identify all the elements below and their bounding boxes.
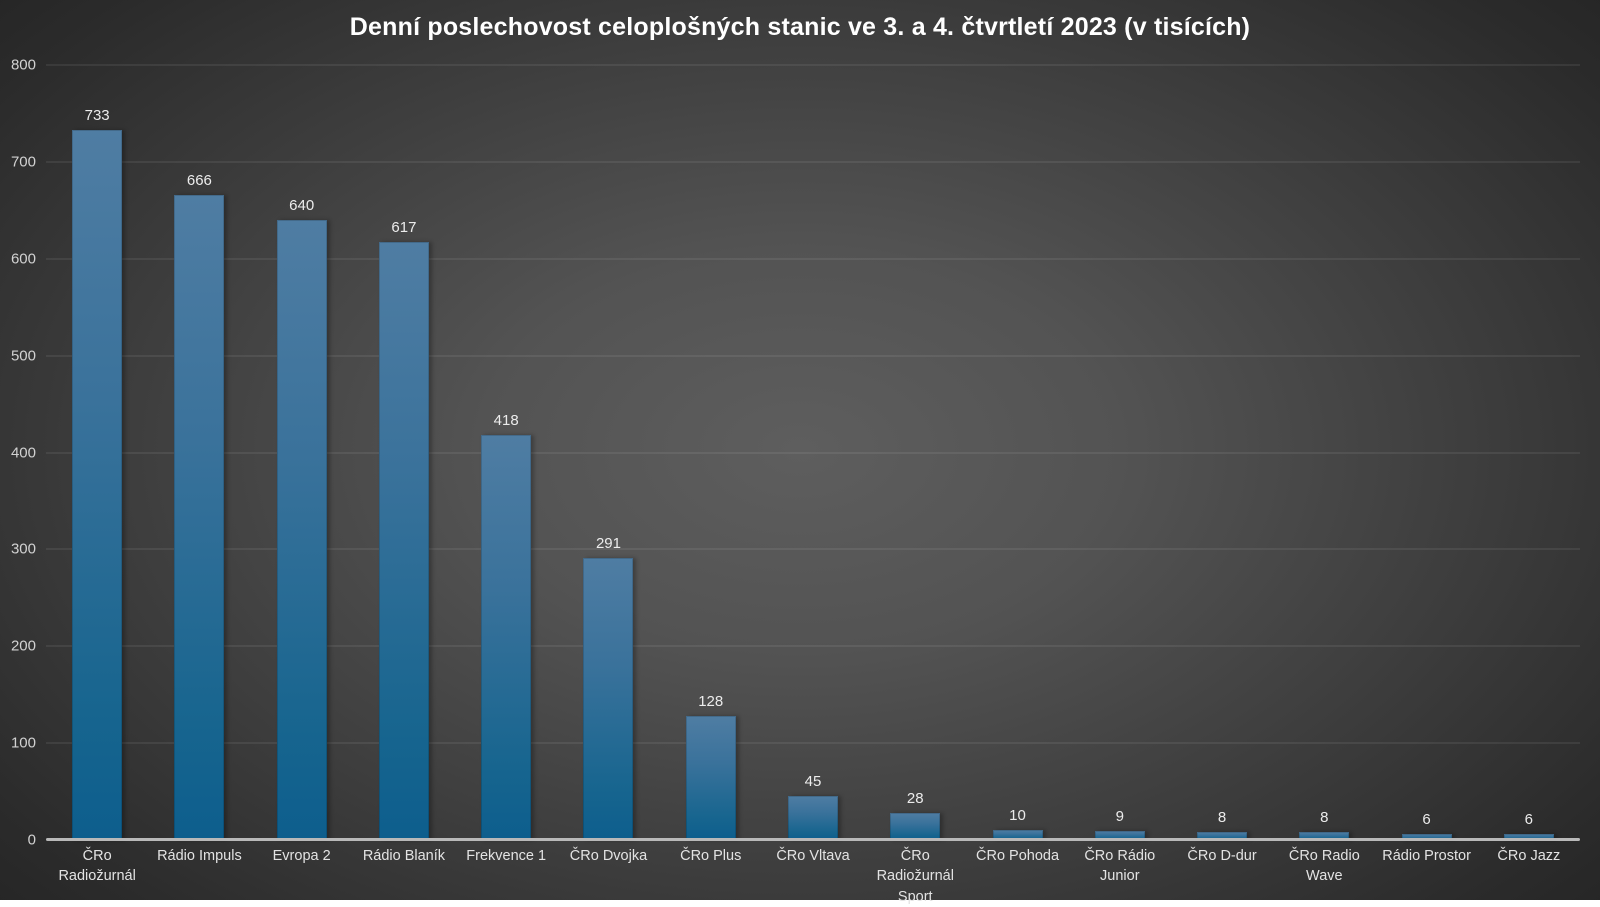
bar-value-label: 6 [1524,811,1534,829]
bar-value-label: 8 [1320,809,1329,827]
bar [685,716,736,840]
bar-value-label: 128 [698,693,724,710]
y-tick-label: 100 [10,734,36,752]
category-label: Rádio Impuls [157,848,242,864]
bar [174,194,225,840]
gridline [46,742,1580,744]
bar-value-label: 8 [1217,809,1227,827]
gridline [46,645,1580,647]
chart-title: Denní poslechovost celoplošných stanic v… [349,13,1251,41]
bar [481,435,532,840]
bar-group: 8 [1171,65,1273,840]
x-axis-line [46,838,1580,841]
bar-group: 128 [660,65,762,840]
bar [992,830,1043,840]
bar [583,558,634,840]
bars-layer: 733 666 640 617 418 291 128 45 28 10 9 8 8 6 6 [46,65,1580,840]
bar [890,812,941,840]
category-label: ČRo Jazz [1497,848,1561,864]
y-axis-labels: 0 100 200 300 400 500 600 700 800 [0,58,36,848]
bar [1503,834,1554,840]
bar [1401,834,1452,840]
bar-value-label: 418 [493,412,519,430]
bar-value-label: 45 [804,773,822,791]
gridline [46,161,1580,163]
bar-group: 45 [762,65,864,840]
plot-area: 733 666 640 617 418 291 128 45 28 10 9 8 8 6 6 [46,64,1580,841]
bar-value-label: 10 [1009,807,1026,825]
y-tick-label: 600 [10,250,36,268]
gridline [46,548,1580,550]
category-label: ČRo Rádio Junior [1084,848,1156,885]
gridline [46,355,1580,357]
category-label: ČRo Radiožurnál Sport [876,848,954,905]
category-label: ČRo Vltava [776,848,850,864]
bar [1299,832,1350,840]
bar-value-label: 291 [595,535,621,553]
category-label: ČRo Radiožurnál [58,848,136,885]
bar-group: 418 [455,65,557,840]
category-axis: ČRo Radiožurnál Rádio Impuls Evropa 2 Rádio… [46,846,1580,907]
y-tick-label: 800 [10,56,36,74]
gridline [46,64,1580,66]
bar-value-label: 617 [391,219,417,237]
bar-group: 9 [1069,65,1171,840]
category-label: Rádio Prostor [1382,848,1471,864]
y-tick-label: 300 [10,540,36,558]
y-tick-label: 700 [10,153,36,171]
bar-group: 640 [251,65,353,840]
bar [1197,832,1248,840]
bar [787,796,838,840]
category-label: ČRo D-dur [1187,848,1257,864]
bar-value-label: 640 [289,197,315,214]
bar-group: 666 [148,65,250,840]
y-tick-label: 500 [10,347,36,365]
category-label: Frekvence 1 [466,848,547,864]
y-tick-label: 400 [10,444,36,461]
gridline [46,258,1580,260]
category-label: Rádio Blaník [362,848,446,864]
bar-value-label: 28 [906,789,924,807]
category-label: ČRo Plus [680,848,742,864]
bar-group: 8 [1273,65,1375,840]
category-label: Evropa 2 [272,848,331,864]
y-tick-label: 0 [27,831,36,849]
gridline [46,452,1580,453]
bar-group: 10 [966,65,1068,840]
bar-value-label: 9 [1115,808,1124,826]
y-tick-label: 200 [10,637,36,655]
bar-group: 6 [1478,65,1580,840]
bar-value-label: 733 [84,106,110,124]
bar-group: 617 [353,65,455,840]
category-label: ČRo Dvojka [569,848,648,864]
bar-group: 291 [557,65,659,840]
bar [378,242,429,840]
bar-value-label: 6 [1422,811,1431,829]
bar-group: 6 [1375,65,1477,840]
bar-group: 733 [46,65,148,840]
bar-value-label: 666 [186,171,212,189]
bar [72,129,123,840]
category-label: ČRo Pohoda [976,848,1060,864]
bar [276,220,327,840]
category-label: ČRo Radio Wave [1288,848,1360,885]
bar [1094,831,1145,840]
bar-group: 28 [864,65,966,840]
